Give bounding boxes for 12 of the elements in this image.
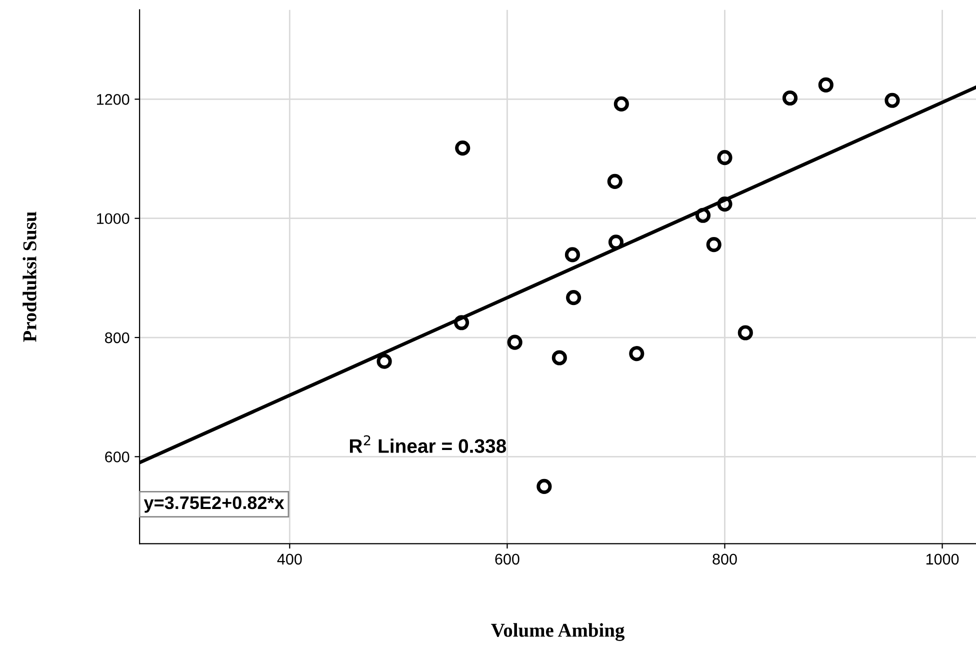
annotation: y=3.75E2+0.82*x xyxy=(144,496,284,513)
x-tick-label: 1000 xyxy=(926,554,959,565)
y-tick-label: 1000 xyxy=(97,213,130,224)
x-axis-title: Volume Ambing xyxy=(491,623,625,641)
annotation: R$^{2}$ Linear = 0.338 xyxy=(350,435,506,453)
x-tick-label: 800 xyxy=(712,554,737,565)
y-axis-title: Prodduksi Susu xyxy=(22,212,36,342)
x-tick-label: 400 xyxy=(277,554,302,565)
x-tick-label: 600 xyxy=(495,554,520,565)
y-tick-label: 600 xyxy=(105,452,130,462)
y-tick-label: 800 xyxy=(105,332,130,344)
y-tick-label: 1200 xyxy=(97,94,130,105)
